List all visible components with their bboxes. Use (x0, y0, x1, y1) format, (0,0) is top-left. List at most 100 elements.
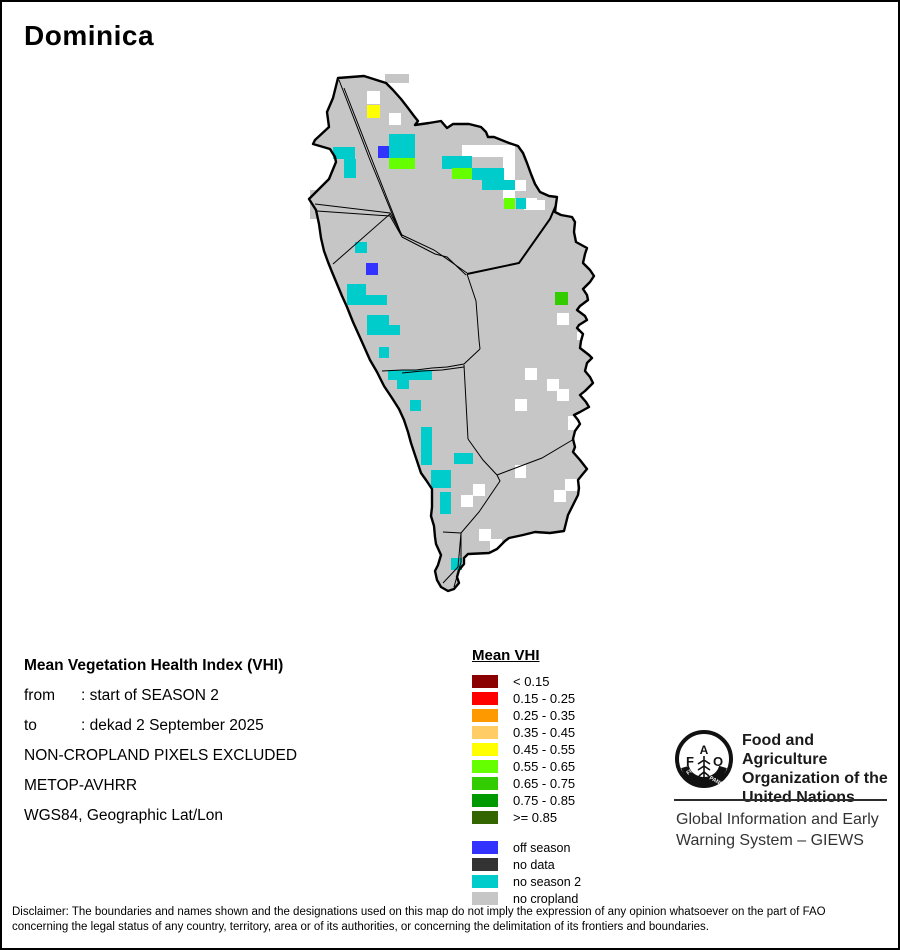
map-cell-excluded (367, 91, 380, 104)
fao-logo-band (681, 765, 727, 785)
legend-label: 0.15 - 0.25 (513, 691, 576, 706)
map-cell-excluded (503, 145, 515, 199)
map-cell-no_season2 (410, 400, 421, 411)
legend-row: 0.15 - 0.25 (472, 690, 581, 707)
info-projection-text: WGS84, Geographic Lat/Lon (24, 807, 224, 824)
map-cell-excluded (557, 389, 569, 401)
fao-name-line: United Nations (742, 789, 855, 806)
parish-boundary (442, 531, 462, 534)
parish-boundary (442, 532, 462, 584)
map-cell-off_season (366, 263, 378, 275)
map-cell-vhi_55_65 (504, 198, 515, 209)
map-cell-no_season2 (397, 380, 409, 389)
map-cell-vhi_65_75 (555, 292, 568, 305)
giews-line: Warning System – GIEWS (676, 832, 864, 849)
parish-boundary (343, 87, 403, 237)
legend-row: < 0.15 (472, 673, 581, 690)
legend-label: 0.65 - 0.75 (513, 776, 576, 791)
legend-row: 0.35 - 0.45 (472, 724, 581, 741)
legend-row: >= 0.85 (472, 809, 581, 826)
map-cell-no_season2 (388, 370, 432, 380)
map-cell-off_season (378, 146, 389, 158)
legend-swatch (472, 743, 498, 756)
parish-boundary (332, 213, 391, 265)
fao-logo-letter-o: O (713, 754, 723, 769)
info-to-value: : dekad 2 September 2025 (81, 717, 264, 734)
legend-swatch (472, 875, 498, 888)
map-cell-vhi_55_65 (389, 158, 415, 169)
legend-row: no cropland (472, 890, 581, 907)
parish-boundary (401, 366, 465, 374)
legend-row: 0.45 - 0.55 (472, 741, 581, 758)
legend-label: no season 2 (513, 874, 582, 889)
legend-swatch (472, 858, 498, 871)
info-sensor: METOP-AVHRR (24, 771, 297, 801)
info-to: to: dekad 2 September 2025 (24, 711, 297, 741)
map-cell-no_season2 (367, 315, 389, 335)
legend-label: no data (513, 857, 555, 872)
info-projection: WGS84, Geographic Lat/Lon (24, 801, 297, 831)
map-cell-excluded (389, 113, 401, 125)
legend-label: 0.45 - 0.55 (513, 742, 576, 757)
parish-boundary (338, 79, 401, 234)
map-cell-excluded (462, 145, 504, 157)
map-cell-no_season2 (344, 159, 356, 178)
map-cell-excluded (526, 198, 537, 209)
legend-row: no data (472, 856, 581, 873)
map-cell-no_season2 (347, 295, 387, 305)
fao-logo: A F O FIAT PANIS (675, 730, 733, 789)
legend-label: off season (513, 840, 571, 855)
map-cell-excluded (461, 495, 473, 507)
legend-label: 0.75 - 0.85 (513, 793, 576, 808)
legend-swatch (472, 675, 498, 688)
map-cell-no_season2 (333, 147, 355, 159)
map-cell-excluded (479, 529, 491, 541)
coastline (307, 74, 596, 593)
legend-row: 0.55 - 0.65 (472, 758, 581, 775)
map-cell-excluded (515, 465, 526, 478)
giews-line: Global Information and Early (676, 811, 879, 828)
legend-label: no cropland (513, 891, 579, 906)
legend-title: Mean VHI (472, 647, 540, 664)
info-noncropland: NON-CROPLAND PIXELS EXCLUDED (24, 741, 297, 771)
parish-boundary (401, 236, 467, 276)
info-title: Mean Vegetation Health Index (VHI) (24, 651, 297, 681)
map-cell-excluded (557, 313, 569, 325)
map-cell-no_season2 (454, 453, 473, 464)
legend-swatch (472, 777, 498, 790)
parish-boundary (496, 438, 575, 476)
map-cell-vhi_55_65 (452, 168, 472, 179)
fao-divider (674, 799, 887, 801)
map-cell-vhi_45_55 (367, 105, 380, 118)
vhi-legend-list: < 0.15 0.15 - 0.25 0.25 - 0.35 0.35 - 0.45 0… (472, 673, 581, 826)
legend-row: off season (472, 839, 581, 856)
parish-boundary (466, 204, 557, 275)
legend-label: 0.55 - 0.65 (513, 759, 576, 774)
map-cell-excluded (525, 368, 537, 380)
map-cell-no_season2 (516, 198, 526, 209)
disclaimer: Disclaimer: The boundaries and names sho… (12, 905, 826, 934)
legend-label: 0.35 - 0.45 (513, 725, 576, 740)
page-title: Dominica (24, 20, 155, 51)
legend-swatch (472, 760, 498, 773)
wheat-ear-icon (697, 756, 711, 778)
parish-boundary (316, 210, 403, 238)
parish-boundary (314, 203, 403, 236)
giews-block: Global Information and Early Warning Sys… (676, 809, 879, 851)
map-cell-no_season2 (389, 134, 415, 158)
map-cell-no_season2 (451, 558, 462, 570)
legend-row: 0.65 - 0.75 (472, 775, 581, 792)
other-legend-list: off season no data no season 2 no cropland (472, 839, 581, 907)
map-cell-no_season2 (379, 347, 389, 358)
legend-swatch (472, 726, 498, 739)
parish-boundary (381, 348, 481, 372)
map-cell-no_season2 (389, 325, 400, 335)
map-cell-excluded (568, 416, 579, 430)
map-cell-excluded (547, 379, 559, 391)
legend-label: >= 0.85 (513, 810, 558, 825)
legend-swatch (472, 794, 498, 807)
info-from-value: : start of SEASON 2 (81, 687, 219, 704)
info-sensor-text: METOP-AVHRR (24, 777, 138, 794)
map-cell-no_season2 (431, 470, 451, 488)
